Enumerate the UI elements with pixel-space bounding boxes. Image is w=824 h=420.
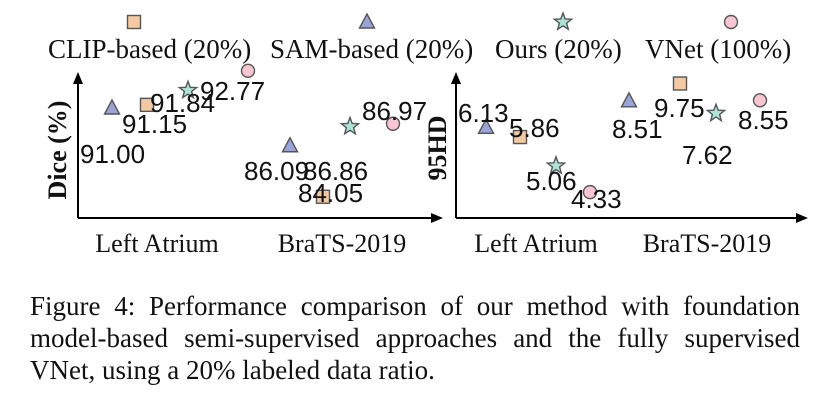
hd-x-tick-brats: BraTS-2019 — [643, 229, 772, 258]
hd-point-sam-1 — [620, 91, 638, 108]
hd-label-clip-1: 9.75 — [654, 93, 705, 123]
dice-x-axis-arrow — [431, 213, 443, 223]
hd-point-clip-0 — [512, 129, 528, 145]
legend-marker-sam — [358, 12, 376, 29]
dice-x-tick-brats: BraTS-2019 — [278, 229, 407, 258]
dice-point-vnet-1 — [385, 116, 401, 131]
dice-label-ours-1: 86.86 — [303, 156, 368, 186]
hd-x-axis-arrow — [796, 213, 808, 223]
hd-point-vnet-1 — [752, 93, 768, 108]
figure-caption: Figure 4: Performance comparison of our … — [30, 291, 800, 385]
legend-marker-shape-clip — [126, 14, 142, 30]
figure-chart: CLIP-based (20%) SAM-based (20%) Ours (2… — [43, 10, 808, 258]
dice-label-vnet-0: 92.77 — [200, 76, 265, 106]
hd-label-sam-0: 6.13 — [458, 98, 509, 128]
hd-y-label: 95HD — [423, 116, 452, 181]
hd-point-sam-0 — [477, 117, 495, 135]
dice-y-label: Dice (%) — [43, 101, 72, 200]
hd-point-vnet-0 — [582, 184, 598, 200]
legend-marker-vnet — [723, 14, 739, 30]
hd-point-ours-0 — [545, 154, 567, 175]
hd-label-ours-0: 5.06 — [526, 166, 577, 196]
hd-y-axis-arrow — [451, 72, 461, 84]
dice-x-tick-left-atrium: Left Atrium — [95, 229, 218, 258]
legend-label-clip: CLIP-based (20%) — [48, 34, 251, 64]
dice-panel: Dice (%) Left Atrium BraTS-2019 91.1591.… — [43, 63, 443, 258]
hd-label-clip-0: 5.86 — [509, 113, 560, 143]
dice-label-sam-1: 86.09 — [244, 156, 309, 186]
hd-label-ours-1: 7.62 — [682, 140, 733, 170]
hd-marks: 5.866.13 5.064.33 9.758.51 7.628.55 — [458, 76, 789, 214]
hd-point-ours-1 — [705, 102, 727, 123]
dice-label-sam-0: 91.00 — [80, 139, 145, 169]
legend-marker-clip — [126, 14, 142, 30]
dice-point-sam-1 — [281, 136, 299, 153]
hd-x-tick-left-atrium: Left Atrium — [474, 229, 597, 258]
dice-point-ours-0 — [177, 79, 199, 100]
dice-y-axis-arrow — [73, 72, 83, 84]
legend-label-vnet: VNet (100%) — [645, 34, 791, 64]
legend-marker-shape-ours — [552, 10, 574, 31]
hd-label-sam-1: 8.51 — [612, 114, 663, 144]
dice-point-ours-1 — [339, 115, 361, 136]
legend-marker-ours — [552, 10, 574, 31]
hd-panel: 95HD Left Atrium BraTS-2019 5.866.13 5.06… — [423, 72, 808, 258]
dice-label-vnet-1: 86.97 — [362, 96, 427, 126]
legend: CLIP-based (20%) SAM-based (20%) Ours (2… — [48, 10, 791, 64]
dice-point-vnet-0 — [240, 63, 256, 79]
legend-label-ours: Ours (20%) — [495, 34, 622, 64]
legend-label-sam: SAM-based (20%) — [270, 34, 473, 64]
hd-label-vnet-1: 8.55 — [738, 105, 789, 135]
dice-point-sam-0 — [103, 98, 121, 115]
dice-point-clip-0 — [139, 97, 155, 113]
hd-point-clip-1 — [672, 76, 688, 91]
dice-label-clip-1: 84.05 — [298, 178, 363, 208]
dice-point-clip-1 — [315, 189, 331, 204]
legend-marker-shape-sam — [358, 12, 376, 29]
hd-label-vnet-0: 4.33 — [571, 184, 622, 214]
dice-label-clip-0: 91.15 — [122, 109, 187, 139]
dice-label-ours-0: 91.84 — [150, 88, 215, 118]
legend-marker-shape-vnet — [723, 14, 739, 30]
